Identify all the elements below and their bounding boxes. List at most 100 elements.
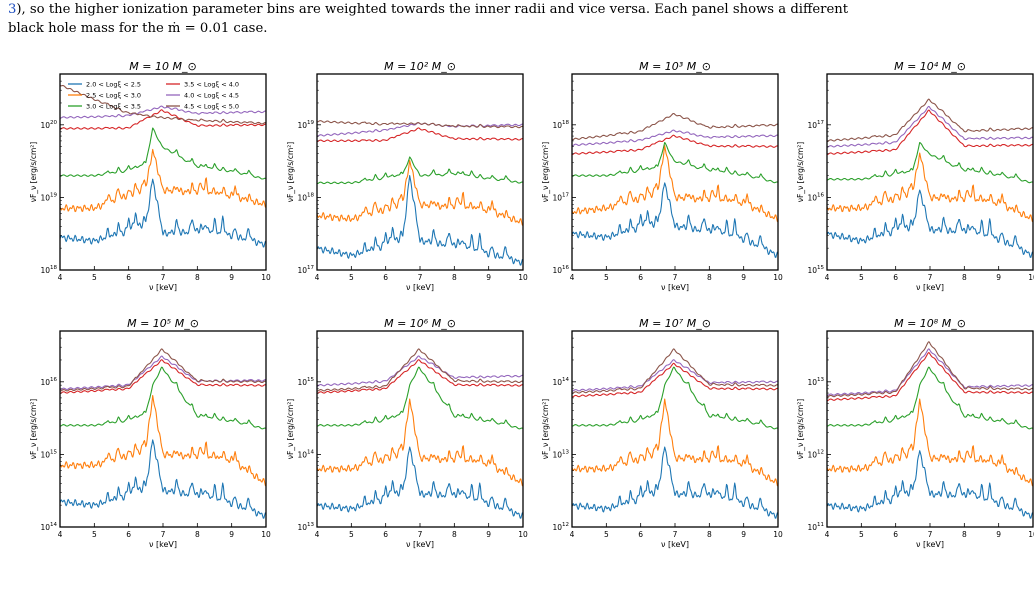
x-tick-label: 4 — [315, 273, 320, 282]
chart-svg: M = 10³ M_⊙ 4 5 6 7 8 9 10 1016 1017 1018 ν [keV] νF… — [541, 60, 783, 292]
series-line — [317, 348, 523, 392]
chart-svg: M = 10² M_⊙ 4 5 6 7 8 9 10 1017 1018 1019 ν [keV] νF… — [286, 60, 528, 292]
x-tick-label: 5 — [604, 530, 609, 539]
x-tick-label: 10 — [773, 273, 783, 282]
x-tick-label: 9 — [996, 273, 1001, 282]
series-line — [317, 359, 523, 394]
chart-panel-3: M = 10³ M_⊙ 4 5 6 7 8 9 10 1016 1017 1018 ν [keV] νF… — [540, 58, 790, 358]
x-tick-label: 9 — [486, 273, 491, 282]
x-tick-label: 9 — [996, 530, 1001, 539]
series-line — [60, 355, 266, 391]
series-line — [827, 352, 1033, 402]
chart-title: M = 10⁵ M_⊙ — [127, 317, 199, 330]
x-tick-label: 8 — [452, 530, 457, 539]
caption-line-1-text: ), so the higher ionization parameter bi… — [16, 2, 849, 17]
series-line — [572, 129, 778, 147]
x-tick-label: 7 — [928, 273, 933, 282]
series-line — [827, 152, 1033, 223]
y-tick-label: 1020 — [40, 120, 57, 130]
chart-panel-4: M = 10⁴ M_⊙ 4 5 6 7 8 9 10 1015 1016 1017 ν [keV] νF… — [795, 58, 1034, 358]
series-line — [827, 109, 1033, 156]
x-tick-label: 8 — [962, 530, 967, 539]
y-tick-label: 1019 — [40, 192, 57, 202]
series-line — [60, 359, 266, 394]
x-tick-label: 6 — [126, 273, 131, 282]
y-tick-label: 1013 — [297, 522, 314, 532]
x-axis-label: ν [keV] — [149, 540, 177, 549]
y-tick-label: 1016 — [552, 265, 569, 275]
legend-label: 2.5 < Logξ < 3.0 — [86, 92, 141, 100]
x-tick-label: 9 — [741, 530, 746, 539]
x-tick-label: 6 — [893, 273, 898, 282]
x-tick-label: 4 — [570, 273, 575, 282]
x-tick-label: 4 — [825, 273, 830, 282]
x-tick-label: 10 — [518, 530, 528, 539]
chart-title: M = 10⁷ M_⊙ — [639, 317, 711, 330]
y-tick-label: 1017 — [807, 120, 824, 130]
x-tick-label: 10 — [1028, 273, 1034, 282]
section-ref-link[interactable]: 3 — [8, 2, 17, 17]
x-tick-label: 5 — [349, 273, 354, 282]
chart-svg: M = 10 M_⊙ 4 5 6 7 8 9 10 1018 1019 1020 ν [keV] νF_… — [29, 60, 271, 292]
caption-line-1: 3), so the higher ionization parameter b… — [8, 0, 1028, 19]
x-tick-label: 8 — [452, 273, 457, 282]
series-line — [60, 439, 266, 519]
x-axis-label: ν [keV] — [406, 283, 434, 292]
series-line — [827, 348, 1033, 397]
x-tick-label: 4 — [825, 530, 830, 539]
series-line — [572, 362, 778, 398]
chart-panel-8: M = 10⁸ M_⊙ 4 5 6 7 8 9 10 1011 1012 1013 ν [keV] νF… — [795, 315, 1034, 615]
x-tick-label: 9 — [486, 530, 491, 539]
series-line — [317, 355, 523, 387]
y-tick-label: 1015 — [807, 265, 824, 275]
series-line — [317, 156, 523, 185]
x-tick-label: 10 — [261, 530, 271, 539]
series-line — [572, 112, 778, 141]
y-axis-label: νF_ν [erg/s/cm²] — [286, 142, 295, 202]
x-tick-label: 10 — [1028, 530, 1034, 539]
chart-svg: M = 10⁴ M_⊙ 4 5 6 7 8 9 10 1015 1016 1017 ν [keV] νF… — [796, 60, 1034, 292]
x-tick-label: 8 — [195, 273, 200, 282]
series-line — [317, 446, 523, 519]
legend-label: 2.0 < Logξ < 2.5 — [86, 81, 141, 89]
y-tick-label: 1018 — [40, 265, 57, 275]
series-line — [827, 189, 1033, 258]
y-tick-label: 1017 — [297, 265, 314, 275]
y-tick-label: 1012 — [552, 522, 569, 532]
series-line — [317, 127, 523, 143]
series-line — [572, 446, 778, 519]
x-tick-label: 7 — [673, 273, 678, 282]
y-tick-label: 1013 — [552, 449, 569, 459]
y-tick-label: 1014 — [40, 522, 57, 532]
x-tick-label: 5 — [859, 273, 864, 282]
series-line — [572, 359, 778, 392]
series-line — [317, 366, 523, 430]
x-tick-label: 5 — [604, 273, 609, 282]
legend-label: 3.0 < Logξ < 3.5 — [86, 103, 141, 111]
x-tick-label: 5 — [92, 273, 97, 282]
legend-label: 3.5 < Logξ < 4.0 — [184, 81, 239, 89]
x-tick-label: 9 — [229, 530, 234, 539]
y-tick-label: 1017 — [552, 192, 569, 202]
y-tick-label: 1018 — [552, 120, 569, 130]
chart-svg: M = 10⁷ M_⊙ 4 5 6 7 8 9 10 1012 1013 1014 ν [keV] νF… — [541, 317, 783, 549]
series-line — [60, 148, 266, 213]
x-tick-label: 9 — [741, 273, 746, 282]
series-line — [572, 145, 778, 223]
series-line — [317, 120, 523, 129]
figure-caption: 3), so the higher ionization parameter b… — [8, 0, 1028, 38]
y-tick-label: 1019 — [297, 120, 314, 130]
x-tick-label: 5 — [349, 530, 354, 539]
y-tick-label: 1016 — [807, 192, 824, 202]
series-line — [317, 398, 523, 487]
legend-label: 4.0 < Logξ < 4.5 — [184, 92, 239, 100]
chart-svg: M = 10⁸ M_⊙ 4 5 6 7 8 9 10 1011 1012 1013 ν [keV] νF… — [796, 317, 1034, 549]
x-axis-label: ν [keV] — [916, 540, 944, 549]
x-axis-label: ν [keV] — [661, 540, 689, 549]
y-tick-label: 1018 — [297, 192, 314, 202]
legend-label: 4.5 < Logξ < 5.0 — [184, 103, 239, 111]
x-tick-label: 7 — [161, 273, 166, 282]
series-line — [572, 141, 778, 184]
chart-title: M = 10³ M_⊙ — [639, 60, 711, 73]
x-tick-label: 6 — [383, 530, 388, 539]
